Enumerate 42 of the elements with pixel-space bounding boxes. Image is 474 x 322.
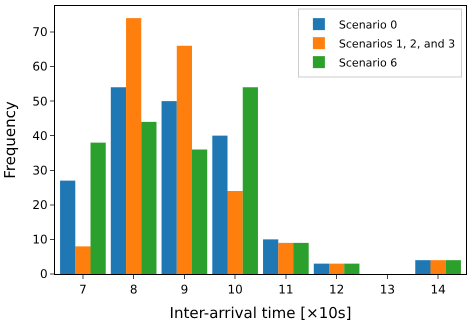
y-tick-label: 20 <box>32 198 48 212</box>
bar <box>60 180 76 274</box>
y-tick-label: 30 <box>32 163 48 178</box>
bar <box>278 242 294 274</box>
bar <box>141 122 156 274</box>
x-tick-label: 14 <box>430 282 446 296</box>
x-tick-label: 12 <box>328 282 344 296</box>
legend-label: Scenarios 1, 2, and 3 <box>338 37 456 50</box>
bar <box>263 239 278 274</box>
bar <box>314 264 329 274</box>
y-tick-label: 60 <box>32 60 48 74</box>
y-tick-label: 0 <box>40 267 48 282</box>
y-tick-label: 70 <box>32 25 48 40</box>
bar <box>212 136 228 274</box>
legend-label: Scenario 0 <box>338 18 398 32</box>
x-tick-label: 9 <box>180 282 188 296</box>
bar <box>126 18 142 274</box>
y-tick-label: 50 <box>32 94 48 108</box>
y-tick-label: 10 <box>32 232 48 247</box>
bar <box>110 87 126 274</box>
bar <box>192 150 208 274</box>
bar <box>176 46 192 274</box>
bar <box>430 260 446 274</box>
bar <box>162 101 177 274</box>
legend-label: Scenario 6 <box>338 56 398 70</box>
x-tick-label: 13 <box>380 282 395 296</box>
bar <box>329 264 344 274</box>
bar <box>228 191 243 274</box>
bar <box>75 246 91 274</box>
y-axis-title: Frequency <box>1 101 19 179</box>
x-axis-title: Inter-arrival time [×10s] <box>170 304 352 322</box>
x-tick-label: 7 <box>79 282 87 296</box>
y-tick-label: 40 <box>32 128 48 143</box>
bar <box>344 264 360 274</box>
bar <box>242 87 258 274</box>
bar <box>415 260 430 274</box>
bar <box>293 242 309 274</box>
bar <box>90 142 106 274</box>
x-tick-label: 10 <box>227 282 243 296</box>
bar <box>446 260 461 274</box>
x-tick-label: 11 <box>278 282 294 296</box>
x-tick-label: 8 <box>130 282 138 296</box>
